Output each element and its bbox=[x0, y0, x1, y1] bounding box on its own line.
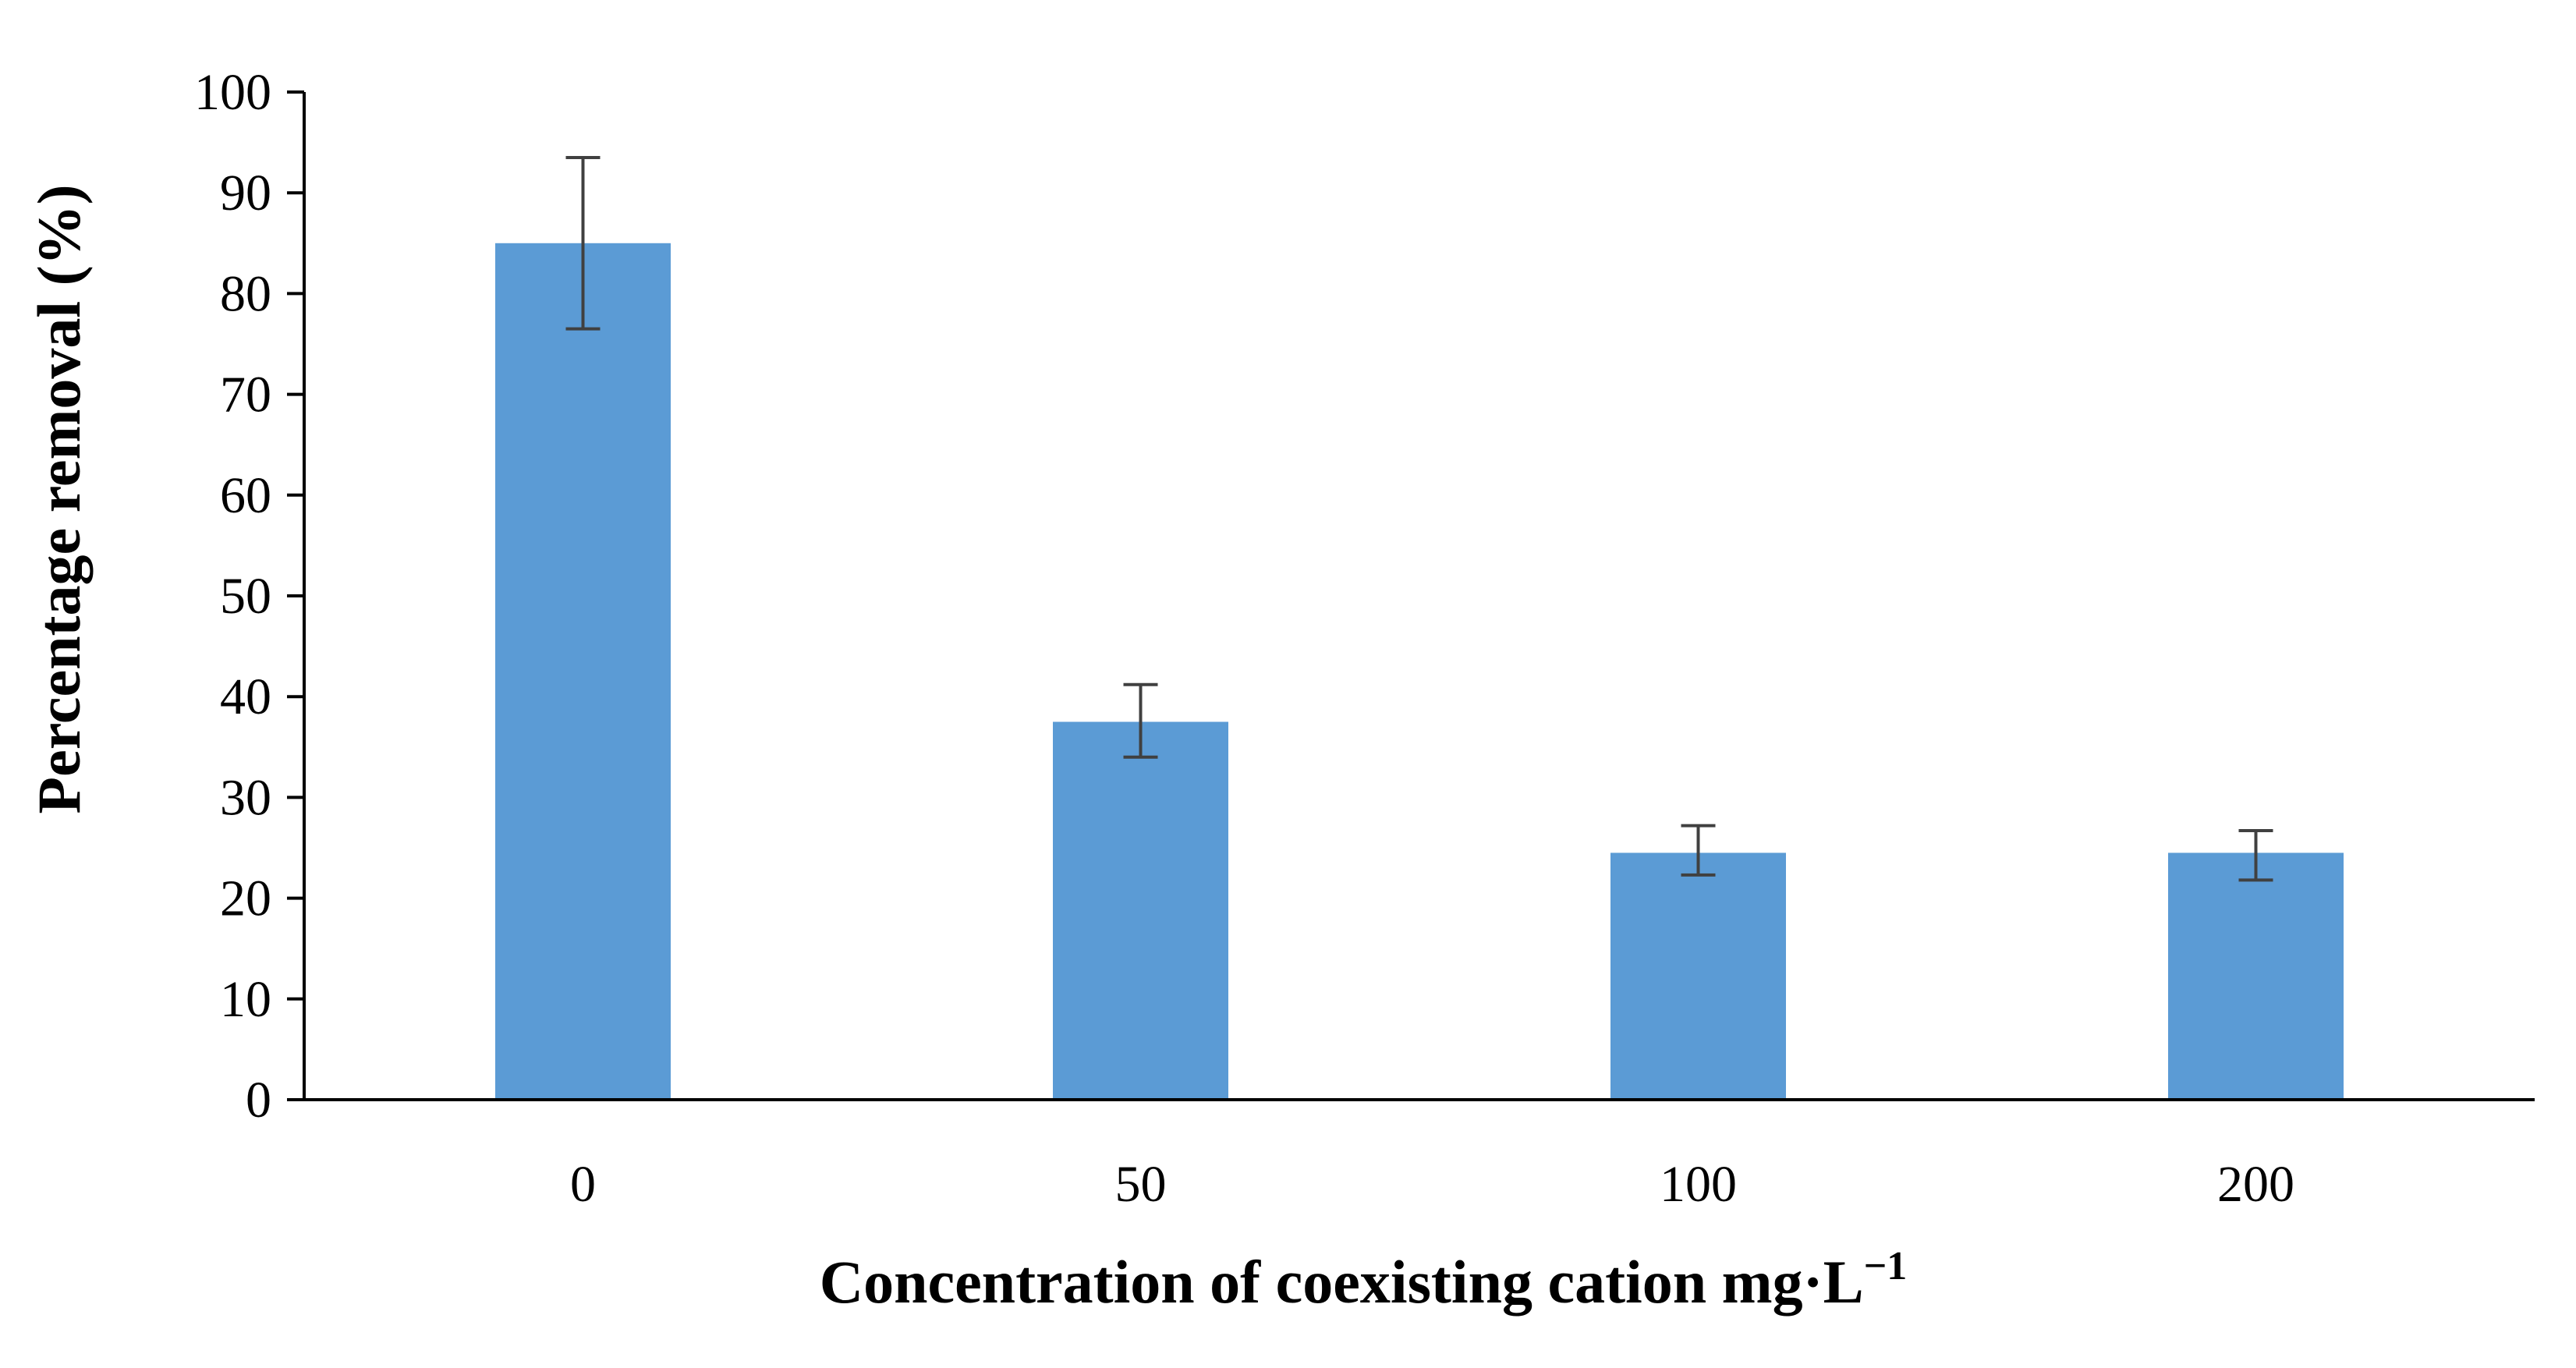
x-ticks: 0 50 100 200 bbox=[570, 1156, 2294, 1213]
y-ticks: 0 10 20 30 40 50 60 70 80 90 100 bbox=[194, 64, 304, 1129]
y-tick-label: 80 bbox=[220, 265, 271, 322]
x-tick-label: 0 bbox=[570, 1156, 596, 1213]
x-axis-title: Concentration of coexisting cation mg·L−… bbox=[820, 1244, 1908, 1316]
y-tick-label: 70 bbox=[220, 367, 271, 424]
bar bbox=[1610, 852, 1786, 1100]
bar bbox=[495, 243, 671, 1100]
y-tick-label: 40 bbox=[220, 668, 271, 725]
x-axis-title-superscript: −1 bbox=[1864, 1244, 1908, 1288]
error-bars-layer bbox=[565, 155, 2273, 882]
y-tick-label: 20 bbox=[220, 870, 271, 927]
y-tick-label: 10 bbox=[220, 971, 271, 1028]
bars-layer bbox=[495, 243, 2344, 1100]
x-tick-label: 200 bbox=[2217, 1156, 2294, 1213]
y-tick-label: 90 bbox=[220, 165, 271, 222]
y-tick-label: 50 bbox=[220, 568, 271, 625]
y-tick-label: 30 bbox=[220, 769, 271, 826]
x-axis-title-main: Concentration of coexisting cation mg·L bbox=[820, 1248, 1864, 1316]
y-tick-label: 0 bbox=[246, 1072, 271, 1129]
bar bbox=[2168, 852, 2344, 1100]
bar bbox=[1053, 721, 1228, 1100]
y-tick-label: 100 bbox=[194, 64, 271, 121]
y-axis-title: Percentage removal (%) bbox=[25, 184, 93, 813]
y-tick-label: 60 bbox=[220, 467, 271, 524]
x-tick-label: 50 bbox=[1115, 1156, 1167, 1213]
x-tick-label: 100 bbox=[1660, 1156, 1737, 1213]
